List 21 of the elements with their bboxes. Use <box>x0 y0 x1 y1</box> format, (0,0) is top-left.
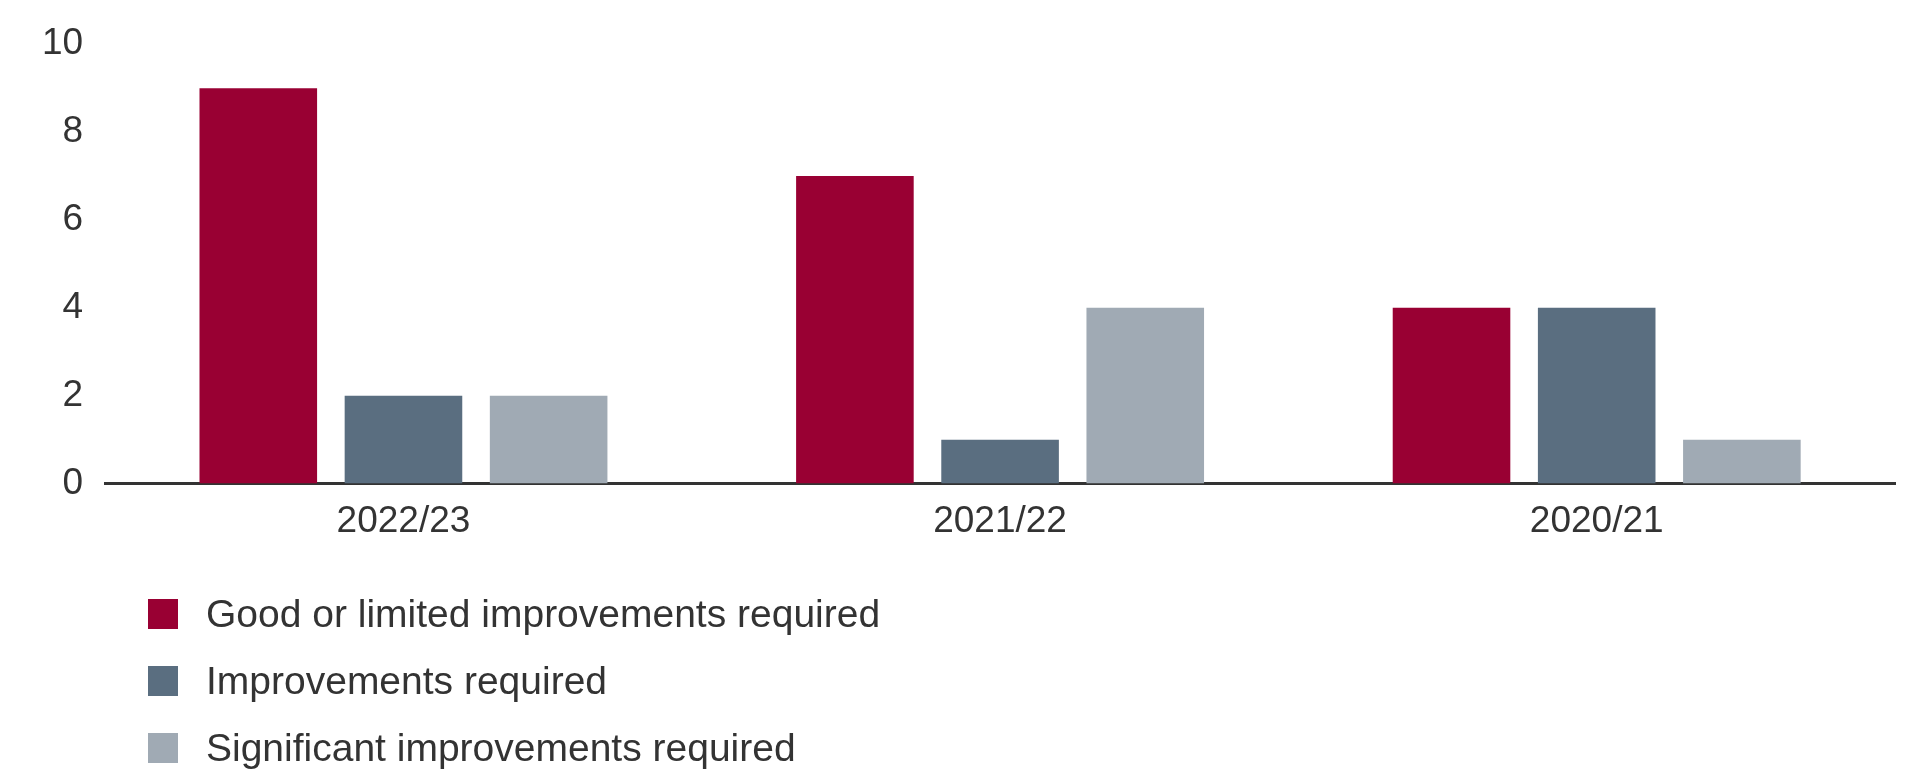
bar <box>1683 439 1801 484</box>
y-tick-label: 0 <box>62 460 84 502</box>
y-tick-label: 10 <box>42 21 84 63</box>
bar <box>344 395 463 484</box>
bar <box>1086 307 1205 484</box>
x-tick-label: 2022/23 <box>336 499 471 540</box>
y-tick-label: 6 <box>62 197 84 239</box>
bar <box>941 439 1059 484</box>
bar <box>1392 307 1511 484</box>
legend-label: Significant improvements required <box>206 725 796 770</box>
legend-label: Improvements required <box>206 658 608 703</box>
bar <box>1537 307 1656 484</box>
bar <box>796 176 914 484</box>
y-tick-label: 4 <box>62 285 84 327</box>
x-tick-label: 2020/21 <box>1529 499 1664 540</box>
y-tick-label: 2 <box>62 372 84 414</box>
y-tick-label: 8 <box>62 109 84 151</box>
legend-label: Good or limited improvements required <box>206 591 881 636</box>
x-tick-label: 2021/22 <box>933 499 1067 540</box>
bar <box>489 395 608 484</box>
bar <box>199 88 318 484</box>
